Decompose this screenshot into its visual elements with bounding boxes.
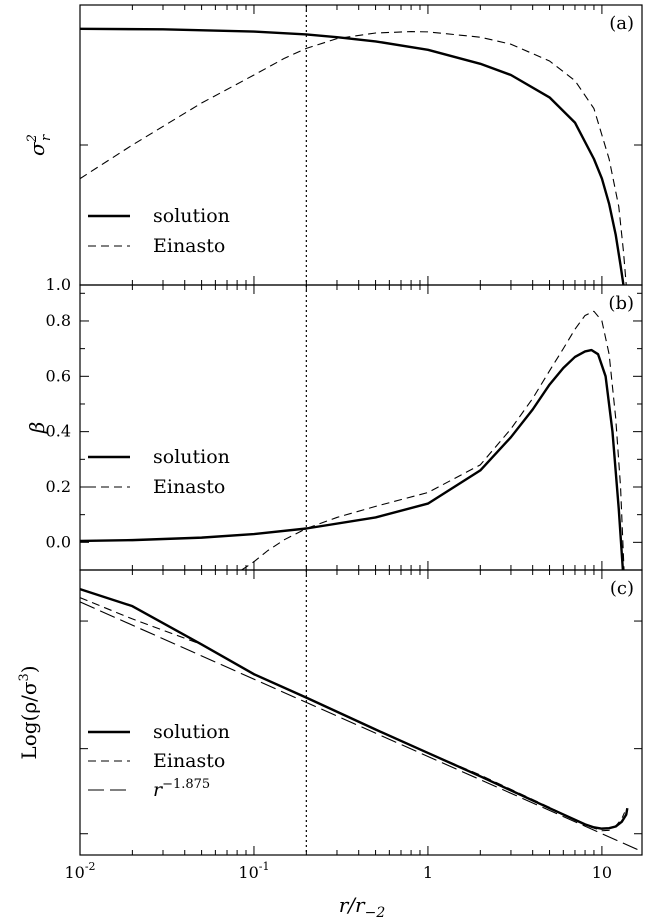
legend-entry: solution [153, 205, 230, 227]
series-line-solution [80, 348, 625, 570]
panel-a-label: (a) [609, 13, 634, 34]
panel-c-legend: solution Einasto r−1.875 [88, 721, 230, 801]
y-axis-label-superscript: 3 [17, 673, 32, 681]
panel-c-frame [79, 569, 643, 856]
panel-c-label: (c) [610, 578, 634, 599]
x-axis-label-subscript: −2 [365, 905, 386, 921]
legend-entry: Einasto [153, 476, 225, 498]
panel-a-x-ticks [79, 5, 603, 285]
panel-c: Log(ρ/σ3) (c) solution Einasto r−1.875 [17, 569, 643, 856]
series-line-solution [80, 587, 629, 830]
panel-c-series [80, 587, 638, 850]
panel-b-x-ticks [79, 285, 603, 570]
y-tick-label: 0.0 [46, 532, 71, 551]
y-axis-label-superscript: 2 [25, 134, 40, 143]
legend-entry: Einasto [153, 750, 225, 772]
y-axis-label-subscript: r [39, 134, 54, 141]
panel-b-y-axis-label: β [25, 422, 49, 435]
series-line-einasto [80, 597, 626, 832]
panel-a-y-axis-label: σ2r [25, 134, 54, 156]
panel-b-y-ticks [80, 292, 642, 571]
x-tick-label: 10-1 [238, 860, 269, 882]
y-tick-label: 1.0 [46, 275, 71, 294]
y-tick-label: 0.6 [46, 366, 71, 385]
panel-a: 1.0 σ2r (a) solution Einasto [25, 4, 643, 294]
panel-b-legend: solution Einasto [88, 446, 230, 498]
x-tick-label: 1 [423, 863, 433, 882]
y-axis-label-tail: ) [17, 665, 41, 673]
y-axis-label-text: σ [25, 141, 49, 156]
series-line-solution [80, 27, 625, 285]
panel-b: 0.0 0.2 0.4 0.6 0.8 β (b) solution Einasto [25, 284, 643, 571]
legend-entry: Einasto [153, 235, 225, 257]
series-line-r [80, 601, 638, 850]
y-tick-label: 0.4 [46, 422, 71, 441]
panel-a-series [80, 27, 627, 285]
y-axis-label-text: Log(ρ/σ [17, 681, 41, 759]
legend-entry: solution [153, 721, 230, 743]
x-tick-labels: 10-2 10-1 1 10 [64, 860, 612, 882]
panel-c-y-axis-label: Log(ρ/σ3) [17, 665, 41, 759]
y-tick-label: 0.2 [46, 477, 71, 496]
y-tick-label: 0.8 [46, 311, 71, 330]
y-axis-label-text: β [25, 422, 49, 435]
legend-entry: r−1.875 [153, 777, 210, 801]
panel-a-legend: solution Einasto [88, 205, 230, 257]
panel-b-label: (b) [608, 293, 634, 314]
panel-b-frame [79, 284, 643, 571]
panel-c-y-ticks [80, 620, 642, 835]
panels: 1.0 σ2r (a) solution Einasto 0.0 0.2 0.4 0.6 0.8 β… [17, 4, 643, 856]
series-line-einasto [80, 31, 627, 285]
series-line-einasto [241, 310, 625, 570]
panel-c-x-ticks [79, 570, 603, 855]
x-tick-label: 10-2 [64, 860, 95, 882]
panel-b-series [80, 310, 625, 570]
x-tick-label: 10 [592, 863, 612, 882]
x-axis-label: r/r−2 [339, 893, 386, 921]
legend-entry: solution [153, 446, 230, 468]
